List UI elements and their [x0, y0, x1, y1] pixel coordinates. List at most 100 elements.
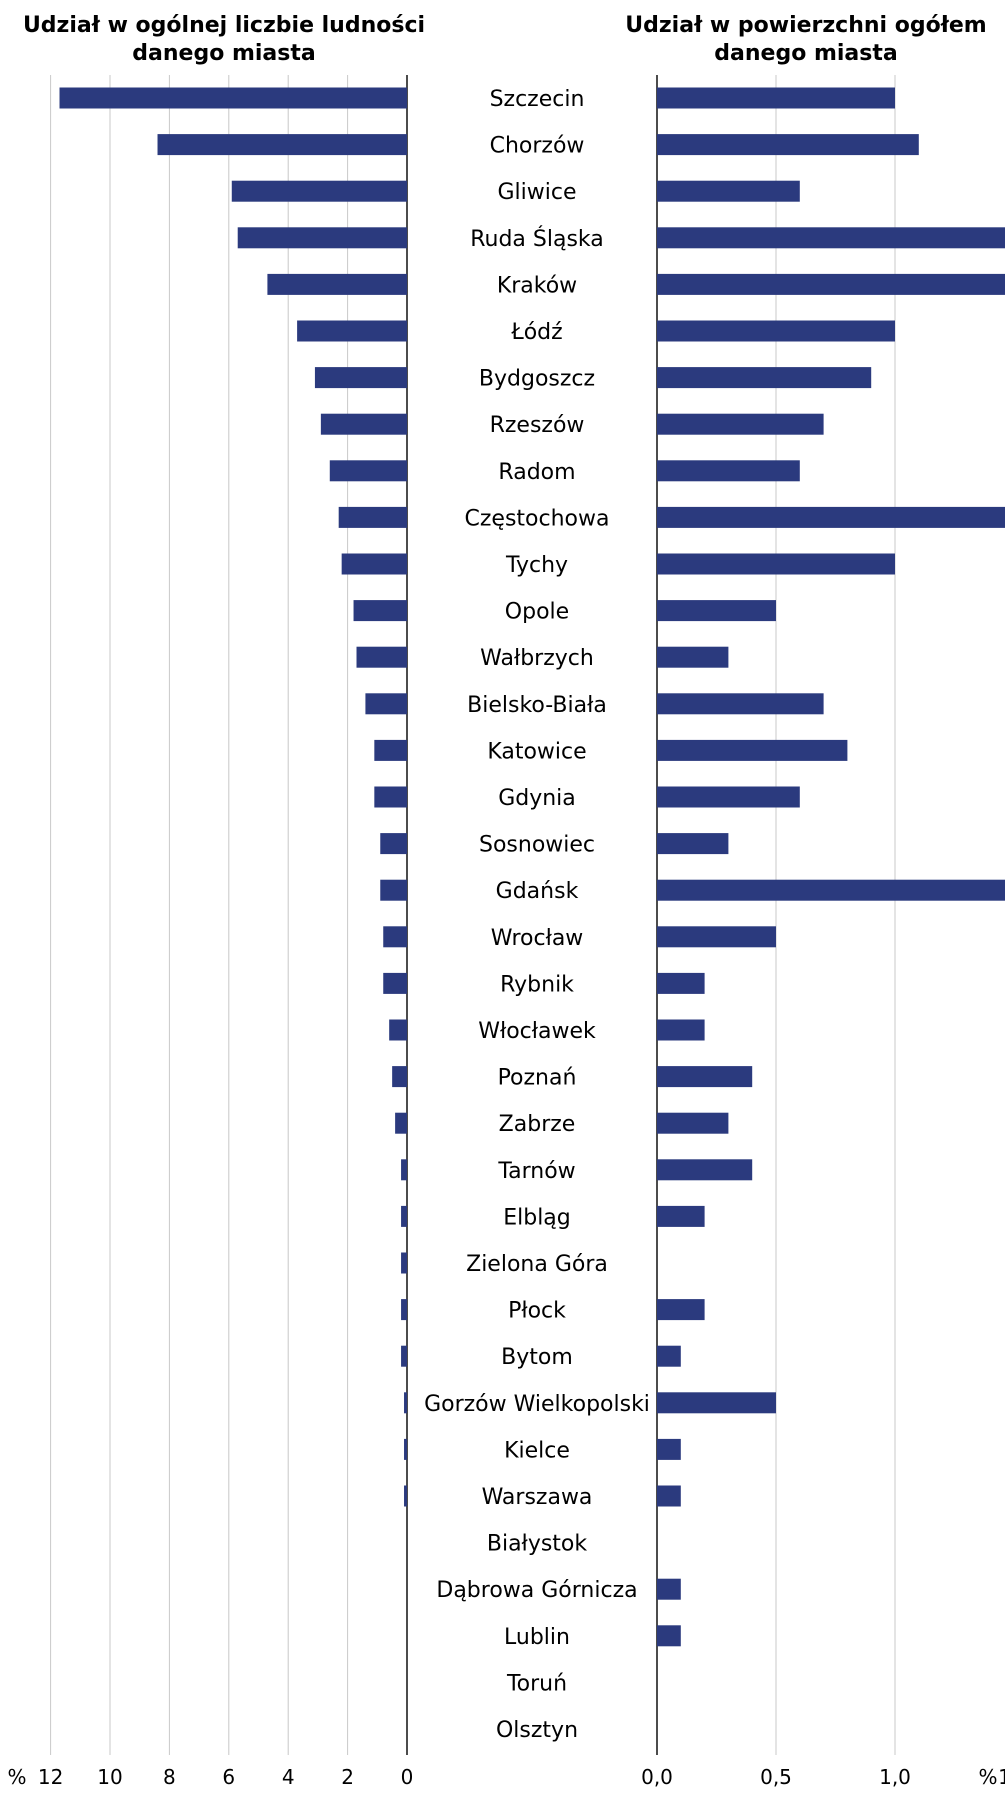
left-bar: [404, 1392, 407, 1414]
left-bar: [401, 1345, 407, 1367]
left-bar: [401, 1159, 407, 1181]
right-gridlines: [656, 75, 896, 1755]
right-bar: [657, 693, 824, 715]
category-label: Wrocław: [491, 926, 584, 951]
left-bar: [267, 273, 407, 295]
category-label: Dąbrowa Górnicza: [436, 1578, 637, 1603]
category-label: Warszawa: [482, 1485, 593, 1510]
category-label: Kielce: [504, 1438, 570, 1463]
category-label: Włocławek: [478, 1019, 596, 1044]
category-label: Opole: [505, 600, 569, 625]
right-tick-label: 0,5: [760, 1765, 792, 1789]
right-bar: [657, 134, 919, 156]
left-bar: [404, 1438, 407, 1460]
left-bar: [380, 833, 407, 855]
left-bar: [231, 180, 407, 202]
category-label: Częstochowa: [465, 506, 610, 531]
right-bar: [657, 1019, 705, 1041]
left-bar: [297, 320, 407, 342]
right-bar: [657, 879, 1005, 901]
left-bar: [401, 1299, 407, 1321]
category-label: Łódź: [510, 320, 562, 345]
right-bar: [657, 180, 800, 202]
left-panel-title: Udział w ogólnej liczbie ludności danego…: [23, 13, 425, 66]
left-bar: [365, 693, 407, 715]
category-label: Gliwice: [497, 180, 576, 205]
left-bar: [320, 413, 407, 435]
category-label: Rybnik: [500, 972, 574, 997]
left-tick-label: 12: [38, 1765, 63, 1789]
left-bar: [374, 739, 407, 761]
right-bar: [657, 1345, 681, 1367]
left-bar: [341, 553, 407, 575]
category-label: Gdynia: [498, 786, 576, 811]
right-bar: [657, 972, 705, 994]
right-bar: [657, 786, 800, 808]
category-label: Radom: [498, 460, 575, 485]
category-label: Chorzów: [490, 134, 585, 159]
right-panel-title-line-2: danego miasta: [714, 41, 897, 66]
left-bar: [353, 600, 407, 622]
right-bar: [657, 1299, 705, 1321]
left-bar: [401, 1205, 407, 1227]
category-label: Sosnowiec: [479, 833, 595, 858]
category-label: Poznań: [498, 1066, 577, 1091]
left-panel-title-line-2: danego miasta: [132, 41, 315, 66]
right-bar: [657, 1485, 681, 1507]
category-label: Kraków: [497, 273, 577, 298]
left-bar: [392, 1066, 407, 1088]
left-gridlines: [50, 75, 408, 1755]
right-axis-unit: %: [978, 1765, 997, 1789]
left-bar: [383, 926, 407, 948]
right-bar: [657, 506, 1005, 528]
right-bar: [657, 646, 729, 668]
left-tick-label: 2: [341, 1765, 354, 1789]
left-bar: [237, 227, 407, 249]
right-bar: [657, 1438, 681, 1460]
right-bar: [657, 1159, 753, 1181]
category-labels: Szczecin Chorzów Gliwice Ruda Śląska Kraków Ł…: [424, 87, 650, 1743]
left-axis-unit: %: [7, 1765, 26, 1789]
right-bar: [657, 1392, 776, 1414]
left-bar: [380, 879, 407, 901]
category-label: Ruda Śląska: [470, 226, 604, 252]
left-bar: [59, 87, 407, 109]
right-bar: [657, 833, 729, 855]
category-label: Bytom: [501, 1345, 573, 1370]
right-bar: [657, 460, 800, 482]
right-tick-label: 1,0: [879, 1765, 911, 1789]
right-bar: [657, 367, 872, 389]
left-bar: [314, 367, 407, 389]
category-label: Szczecin: [490, 87, 585, 112]
right-bar: [657, 227, 1005, 249]
category-label: Wałbrzych: [480, 646, 594, 671]
right-bar: [657, 739, 848, 761]
right-tick-label: 1,5: [998, 1765, 1005, 1789]
category-label: Elbląg: [503, 1205, 571, 1230]
right-bar: [657, 553, 895, 575]
category-label: Gorzów Wielkopolski: [424, 1392, 650, 1417]
category-label: Tychy: [505, 553, 568, 578]
left-tick-label: 6: [222, 1765, 235, 1789]
right-bar: [657, 926, 776, 948]
right-bars: [657, 87, 1005, 1647]
left-bar: [395, 1112, 407, 1134]
left-bars: [59, 87, 407, 1507]
right-bar: [657, 600, 776, 622]
left-bar: [404, 1485, 407, 1507]
category-label: Gdańsk: [496, 879, 579, 904]
right-bar: [657, 320, 895, 342]
left-bar: [338, 506, 407, 528]
right-bar: [657, 413, 824, 435]
left-bar: [356, 646, 407, 668]
category-label: Tarnów: [497, 1159, 575, 1184]
left-tick-label: 8: [163, 1765, 176, 1789]
category-label: Białystok: [487, 1532, 588, 1557]
category-label: Lublin: [504, 1625, 570, 1650]
right-bar: [657, 273, 1005, 295]
right-tick-label: 0,0: [641, 1765, 673, 1789]
left-bar: [401, 1252, 407, 1274]
category-label: Zabrze: [499, 1112, 576, 1137]
right-bar: [657, 1625, 681, 1647]
